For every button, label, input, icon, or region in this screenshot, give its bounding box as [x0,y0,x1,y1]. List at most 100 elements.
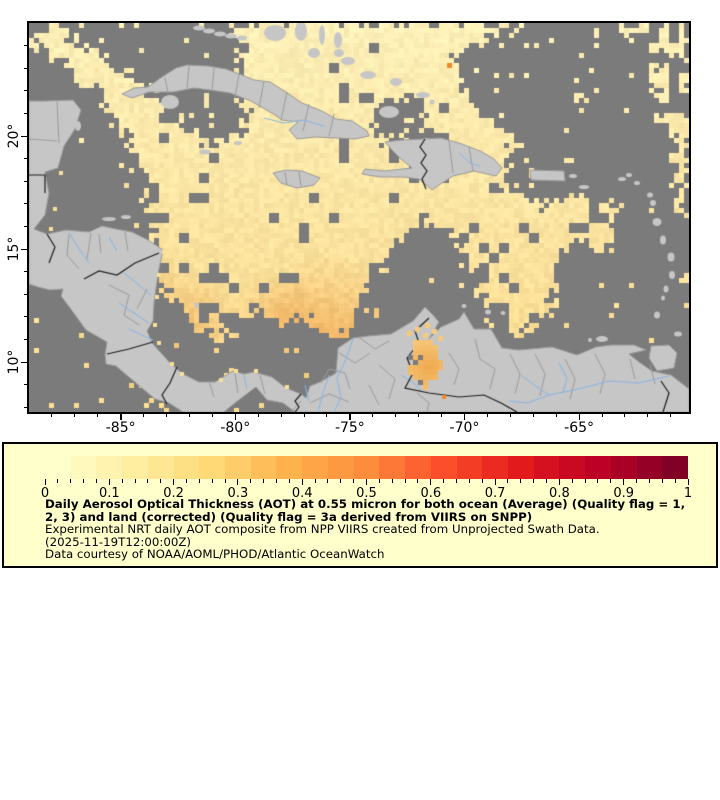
x-axis-minor-tick [166,412,168,417]
x-axis-minor-tick [97,412,99,417]
colorbar-minor-tick [661,479,663,483]
caption-line3: Experimental NRT daily AOT composite fro… [45,522,600,536]
colorbar-minor-tick [468,479,470,483]
y-axis-minor-tick [24,180,29,182]
y-axis-minor-tick [24,384,29,386]
colorbar-minor-tick [160,479,162,483]
y-axis-minor-tick [24,67,29,69]
colorbar-segment [636,456,663,479]
x-axis-minor-tick [303,412,305,417]
x-axis-minor-tick [601,412,603,417]
y-axis-major-tick [21,248,29,250]
colorbar-minor-tick [456,479,458,483]
colorbar-minor-tick [417,479,419,483]
colorbar-minor-tick [83,479,85,483]
colorbar-segment [147,456,174,479]
x-axis-minor-tick [509,412,511,417]
y-axis-major-tick [21,361,29,363]
y-axis-minor-tick [24,406,29,408]
colorbar-segment [250,456,277,479]
y-axis-minor-tick [24,316,29,318]
x-axis-major-tick [463,412,466,420]
colorbar-minor-tick [507,479,509,483]
colorbar-minor-tick [288,479,290,483]
colorbar-minor-tick [481,479,483,483]
x-axis-minor-tick [418,412,420,417]
map-frame [27,21,691,414]
y-axis-minor-tick [24,225,29,227]
colorbar-tick-label: 1 [683,486,693,501]
colorbar [45,456,688,479]
colorbar-major-tick [623,479,625,485]
x-axis-minor-tick [441,412,443,417]
y-axis-minor-tick [24,45,29,47]
y-axis-minor-tick [24,112,29,114]
colorbar-major-tick [494,479,496,485]
colorbar-segment [327,456,354,479]
colorbar-minor-tick [275,479,277,483]
colorbar-minor-tick [340,479,342,483]
legend-panel: 0 0.1 0.2 0.3 0.4 0.5 0.6 0.7 0.8 0.9 1 Daily Aero… [2,442,718,568]
y-axis-minor-tick [24,338,29,340]
caption-title-line1: Daily Aerosol Optical Thickness (AOT) at… [45,497,686,511]
colorbar-minor-tick [571,479,573,483]
caption-line5: Data courtesy of NOAA/AOML/PHOD/Atlantic… [45,547,385,561]
colorbar-segment [173,456,200,479]
colorbar-segment [199,456,226,479]
x-axis-minor-tick [647,412,649,417]
y-axis-label: 15° [6,236,22,262]
colorbar-minor-tick [121,479,123,483]
x-axis-minor-tick [486,412,488,417]
colorbar-major-tick [173,479,175,485]
x-axis-label: -75° [334,420,365,436]
x-axis-minor-tick [395,412,397,417]
map-canvas [29,23,689,412]
colorbar-minor-tick [211,479,213,483]
colorbar-major-tick [237,479,239,485]
x-axis-major-tick [349,412,351,420]
colorbar-segment [353,456,380,479]
y-axis-minor-tick [24,271,29,273]
colorbar-tick-label: 0.1 [98,486,120,501]
x-axis-label: -80° [220,420,251,436]
colorbar-minor-tick [648,479,650,483]
colorbar-minor-tick [95,479,97,483]
colorbar-minor-tick [314,479,316,483]
colorbar-tick-label: 0.8 [549,486,570,501]
caption-line4: (2025-11-19T12:00:00Z) [45,534,192,549]
colorbar-segment [70,456,97,479]
colorbar-segment [122,456,148,479]
colorbar-minor-tick [391,479,393,483]
x-axis-minor-tick [532,412,534,417]
x-axis-minor-tick [624,412,626,417]
y-axis-minor-tick [24,203,29,205]
colorbar-segment [430,456,457,479]
x-axis-label: -85° [105,420,136,436]
colorbar-minor-tick [185,479,187,483]
colorbar-minor-tick [443,479,445,483]
colorbar-segment [533,456,560,479]
colorbar-segment [276,456,303,479]
colorbar-minor-tick [520,479,522,483]
y-axis-minor-tick [24,293,29,295]
colorbar-segment [45,456,71,479]
colorbar-major-tick [44,479,46,485]
colorbar-tick-label: 0 [40,486,50,501]
colorbar-segment [585,456,611,479]
colorbar-segment [96,456,123,479]
y-axis-minor-tick [24,90,29,92]
colorbar-major-tick [687,479,689,485]
y-axis-label: 20° [6,123,22,149]
colorbar-major-tick [430,479,432,485]
colorbar-minor-tick [70,479,72,483]
colorbar-minor-tick [404,479,406,483]
colorbar-segment [507,456,534,479]
x-axis-minor-tick [372,412,374,417]
x-axis-major-tick [234,412,237,420]
caption-title-line2: 2, 3) and land (corrected) (Quality flag… [45,509,533,524]
colorbar-minor-tick [224,479,226,483]
x-axis-minor-tick [74,412,76,417]
colorbar-tick-label: 0.2 [163,486,184,501]
colorbar-minor-tick [533,479,535,483]
colorbar-minor-tick [546,479,548,483]
